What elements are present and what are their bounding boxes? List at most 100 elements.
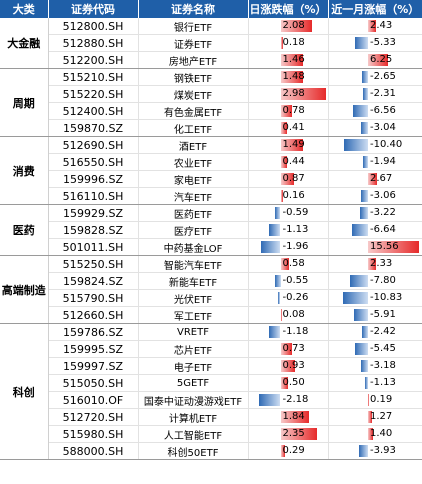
header-code[interactable]: 证券代码: [48, 0, 139, 18]
name-cell: 家电ETF: [138, 170, 249, 188]
change-value: 0.50: [282, 377, 305, 388]
positive-bar: [280, 54, 303, 66]
header-day-change[interactable]: 日涨跌幅（%）: [248, 0, 329, 18]
table-row[interactable]: 大金融 512800.SH 银行ETF 2.08 2.43: [0, 18, 422, 69]
positive-bar: [280, 88, 327, 100]
day-change-cell: 1.46: [248, 51, 329, 69]
negative-bar: [274, 207, 281, 219]
table-row[interactable]: 512880.SH 证券ETF 0.18 -5.33: [0, 34, 422, 52]
table-row[interactable]: 周期 515210.SH 钢铁ETF 1.48 -2.65: [0, 68, 422, 137]
table-row[interactable]: 512660.SH 军工ETF 0.08 -5.91: [0, 306, 422, 324]
table-row[interactable]: 高端制造 515250.SH 智能汽车ETF 0.58 2.33: [0, 255, 422, 324]
table-row[interactable]: 588000.SH 科创50ETF 0.29 -3.93: [0, 442, 422, 460]
table-row[interactable]: 159828.SZ 医疗ETF -1.13 -6.64: [0, 221, 422, 239]
change-value: -2.42: [369, 326, 396, 337]
change-value: 0.73: [282, 343, 305, 354]
table-row[interactable]: 501011.SH 中药基金LOF -1.96 15.56: [0, 238, 422, 256]
table-row[interactable]: 516550.SH 农业ETF 0.44 -1.94: [0, 153, 422, 171]
change-value: -5.91: [369, 309, 396, 320]
table-row[interactable]: 医药 159929.SZ 医药ETF -0.59 -3.22: [0, 204, 422, 256]
table-row[interactable]: 515790.SH 光伏ETF -0.26 -10.83: [0, 289, 422, 307]
month-change-cell: -2.65: [328, 68, 422, 86]
negative-bar: [355, 37, 368, 49]
code-cell: 515790.SH: [48, 289, 139, 307]
name-cell: 银行ETF: [138, 18, 249, 35]
negative-bar: [360, 122, 368, 134]
negative-bar: [362, 326, 368, 338]
table-row[interactable]: 515050.SH 5GETF 0.50 -1.13: [0, 374, 422, 392]
change-value: 0.08: [282, 309, 305, 320]
table-row[interactable]: 515980.SH 人工智能ETF 2.35 1.40: [0, 425, 422, 443]
change-value: 0.44: [282, 156, 305, 167]
month-change-cell: 2.43: [328, 18, 422, 35]
change-value: -3.93: [369, 445, 396, 456]
negative-bar: [342, 292, 368, 304]
positive-bar: [280, 173, 294, 185]
code-cell: 515220.SH: [48, 85, 139, 103]
negative-bar: [361, 71, 368, 83]
header-name[interactable]: 证券名称: [138, 0, 249, 18]
table-row[interactable]: 159995.SZ 芯片ETF 0.73 -5.45: [0, 340, 422, 358]
table-row[interactable]: 516110.SH 汽车ETF 0.16 -3.06: [0, 187, 422, 205]
table-row[interactable]: 消费 512690.SH 酒ETF 1.49 -10.40: [0, 136, 422, 205]
change-value: -10.40: [369, 139, 403, 150]
positive-bar: [280, 428, 317, 440]
name-cell: 芯片ETF: [138, 340, 249, 358]
month-change-cell: 0.19: [328, 391, 422, 409]
change-value: -0.59: [282, 207, 309, 218]
month-change-cell: -10.40: [328, 136, 422, 154]
category-cell: 消费: [0, 136, 49, 205]
name-cell: 农业ETF: [138, 153, 249, 171]
table-row[interactable]: 159870.SZ 化工ETF 0.41 -3.04: [0, 119, 422, 137]
change-value: 0.58: [282, 258, 305, 269]
name-cell: 医药ETF: [138, 204, 249, 222]
code-cell: 501011.SH: [48, 238, 139, 256]
header-category[interactable]: 大类: [0, 0, 49, 18]
day-change-cell: 0.87: [248, 170, 329, 188]
negative-bar: [360, 190, 368, 202]
name-cell: 医疗ETF: [138, 221, 249, 239]
change-value: -5.45: [369, 343, 396, 354]
negative-bar: [360, 207, 368, 219]
header-month-change[interactable]: 近一月涨幅（%）: [328, 0, 422, 18]
table-row[interactable]: 科创 159786.SZ VRETF -1.18 -2.42: [0, 323, 422, 460]
table-row[interactable]: 159824.SZ 新能车ETF -0.55 -7.80: [0, 272, 422, 290]
table-row[interactable]: 159997.SZ 电子ETF 0.93 -3.18: [0, 357, 422, 375]
table-row[interactable]: 159996.SZ 家电ETF 0.87 2.67: [0, 170, 422, 188]
change-value: 6.25: [369, 54, 393, 65]
month-change-cell: 15.56: [328, 238, 422, 256]
positive-bar: [367, 394, 369, 406]
positive-bar: [280, 122, 287, 134]
day-change-cell: -1.13: [248, 221, 329, 239]
month-change-cell: -5.33: [328, 34, 422, 52]
table-row[interactable]: 515220.SH 煤炭ETF 2.98 -2.31: [0, 85, 422, 103]
change-value: 0.41: [282, 122, 305, 133]
month-change-cell: -2.42: [328, 323, 422, 341]
table-row[interactable]: 512400.SH 有色金属ETF 0.78 -6.56: [0, 102, 422, 120]
table-row[interactable]: 512200.SH 房地产ETF 1.46 6.25: [0, 51, 422, 69]
positive-bar: [280, 343, 292, 355]
name-cell: 智能汽车ETF: [138, 255, 249, 273]
change-value: 1.27: [369, 411, 393, 422]
negative-bar: [362, 88, 368, 100]
change-value: -1.13: [369, 377, 396, 388]
day-change-cell: 0.93: [248, 357, 329, 375]
etf-performance-table: 大类 证券代码 证券名称 日涨跌幅（%） 近一月涨幅（%） 大金融 512800.…: [0, 0, 422, 460]
change-value: -1.13: [282, 224, 309, 235]
change-value: -0.26: [282, 292, 309, 303]
change-value: 2.08: [282, 20, 305, 31]
day-change-cell: 0.50: [248, 374, 329, 392]
table-row[interactable]: 516010.OF 国泰中证动漫游戏ETF -2.18 0.19: [0, 391, 422, 409]
positive-bar: [280, 377, 289, 389]
positive-bar: [280, 37, 284, 49]
day-change-cell: 0.16: [248, 187, 329, 205]
code-cell: 159997.SZ: [48, 357, 139, 375]
positive-bar: [280, 20, 313, 32]
table-row[interactable]: 512720.SH 计算机ETF 1.84 1.27: [0, 408, 422, 426]
positive-bar: [280, 105, 293, 117]
month-change-cell: -5.45: [328, 340, 422, 358]
negative-bar: [360, 360, 368, 372]
change-value: -7.80: [369, 275, 396, 286]
month-change-cell: -6.56: [328, 102, 422, 120]
change-value: 1.49: [282, 139, 305, 150]
